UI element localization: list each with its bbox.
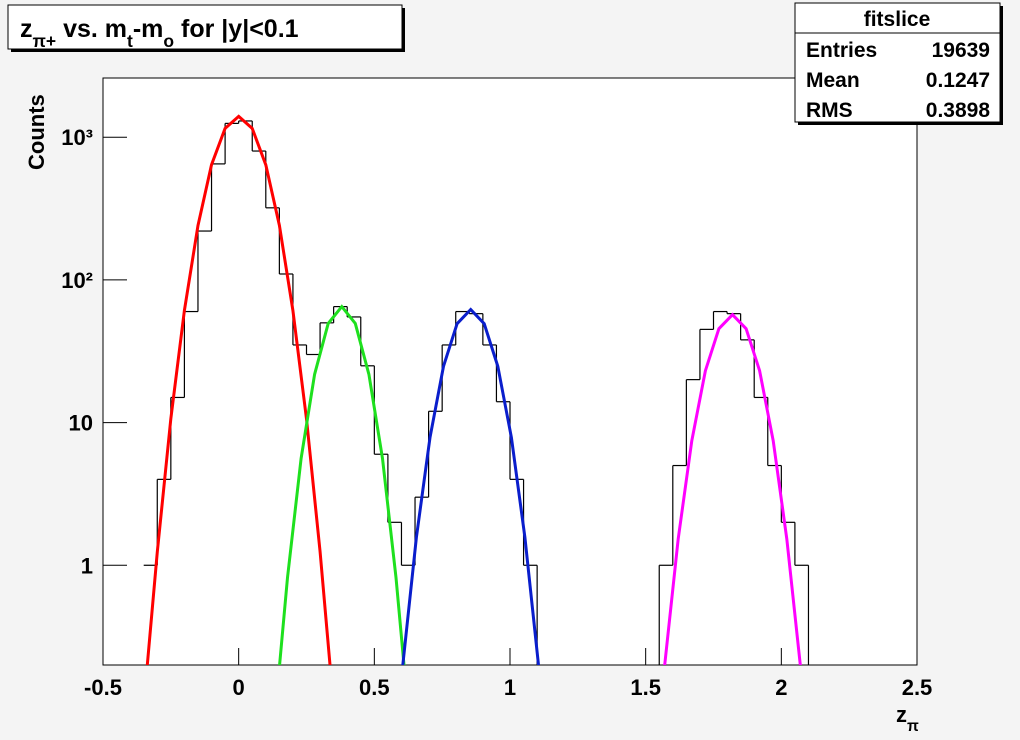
y-tick-label: 10³ <box>61 125 93 150</box>
stats-rows: Entries 19639 Mean 0.1247 RMS 0.3898 <box>806 39 990 122</box>
text-part: for |y|<0.1 <box>174 15 299 43</box>
fit-curve <box>278 304 406 665</box>
title-box <box>7 4 403 50</box>
stats-value: 0.3898 <box>926 99 991 122</box>
subscript: π+ <box>33 31 57 51</box>
stats-label: Mean <box>806 69 860 92</box>
x-tick-label: 2 <box>775 675 787 700</box>
x-tick-label: 1 <box>504 675 516 700</box>
plot-area <box>143 114 810 665</box>
fit-curve <box>145 114 332 665</box>
subscript: t <box>127 31 133 51</box>
stats-value: 19639 <box>932 39 990 62</box>
text-part: z <box>20 15 33 43</box>
fit-curve <box>401 307 541 665</box>
x-tick-label: -0.5 <box>84 675 122 700</box>
x-tick-label: 0.5 <box>359 675 390 700</box>
x-tick-label: 2.5 <box>902 675 933 700</box>
x-tick-label: 0 <box>233 675 245 700</box>
subscript: o <box>163 31 174 51</box>
stats-value: 0.1247 <box>926 69 990 92</box>
x-tick-label: 1.5 <box>630 675 661 700</box>
x-axis-label: zπ <box>896 702 919 735</box>
stats-label: Entries <box>806 39 877 62</box>
text-part: z <box>896 702 907 727</box>
y-axis-label: Counts <box>24 94 49 170</box>
y-tick-label: 1 <box>81 553 93 578</box>
stats-label: RMS <box>806 99 853 122</box>
y-tick-label: 10² <box>61 268 93 293</box>
subscript: π <box>907 718 919 735</box>
text-part: -m <box>133 15 164 43</box>
plot-frame <box>102 77 918 666</box>
stats-box <box>794 2 1001 123</box>
y-tick-label: 10 <box>69 411 93 436</box>
text-part: vs. m <box>56 15 127 43</box>
fit-curve <box>663 312 802 665</box>
chart-title: zπ+ vs. mt-mo for |y|<0.1 <box>20 15 299 51</box>
axes: 1 10 10² 10³ -0.5 0 0.5 1 1.5 2 2.5 <box>61 125 932 700</box>
stats-title: fitslice <box>864 8 931 31</box>
